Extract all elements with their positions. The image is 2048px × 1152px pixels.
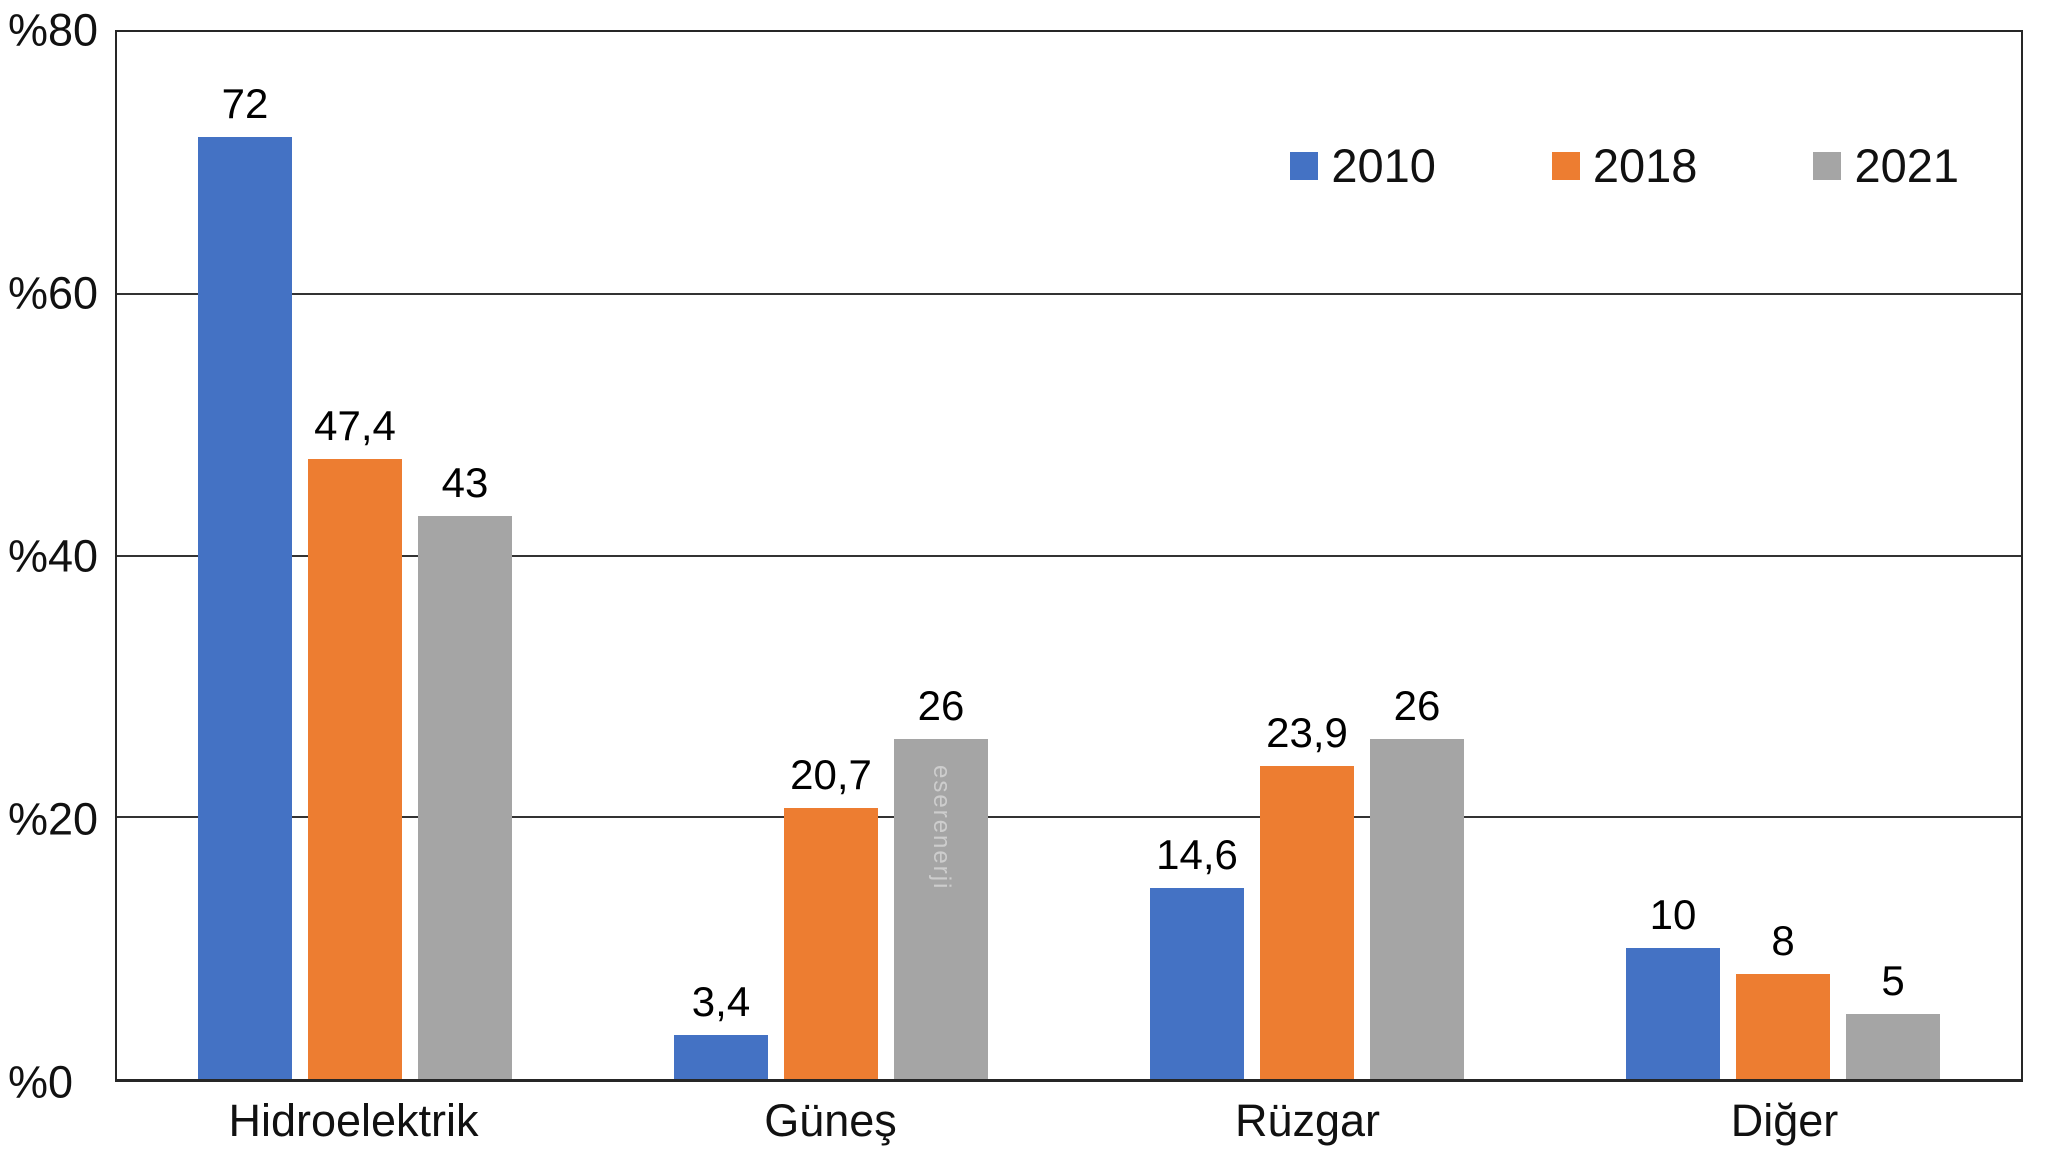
legend-swatch-icon	[1813, 151, 1842, 180]
bar-group-gunes: 3,4 20,7 26 eserenerji	[593, 32, 1069, 1079]
bar-diger-2021: 5	[1846, 959, 1940, 1079]
bar-group-ruzgar: 14,6 23,9 26	[1069, 32, 1545, 1079]
y-tick-label: %20	[8, 793, 99, 845]
bar-value-label: 14,6	[1156, 830, 1238, 878]
x-axis: Hidroelektrik Güneş Rüzgar Diğer	[115, 1096, 2023, 1146]
y-tick-label: %80	[8, 4, 99, 56]
legend-label: 2010	[1331, 139, 1436, 192]
bar-diger-2018: 8	[1736, 920, 1830, 1079]
category-label-ruzgar: Rüzgar	[1234, 1095, 1381, 1146]
y-tick-label: %60	[8, 267, 99, 319]
bar-group-hidroelektrik: 72 47,4 43	[117, 32, 593, 1079]
bar-value-label: 47,4	[314, 401, 396, 449]
bar-value-label: 23,9	[1266, 709, 1348, 757]
legend-label: 2018	[1592, 139, 1698, 192]
bar-value-label: 5	[1881, 956, 1905, 1004]
watermark-text: eserenerji	[928, 764, 955, 891]
bar-value-label: 20,7	[790, 751, 872, 799]
legend-item-2018: 2018	[1551, 139, 1698, 192]
bar-diger-2010: 10	[1626, 894, 1720, 1079]
bar-gunes-2018: 20,7	[784, 754, 878, 1079]
category-label-gunes: Güneş	[764, 1095, 897, 1146]
bar-gunes-2010: 3,4	[674, 980, 768, 1079]
y-axis: %80 %60 %40 %20 %0	[0, 8, 110, 1105]
bar-ruzgar-2018: 23,9	[1260, 712, 1354, 1079]
bar-hidroelektrik-2021: 43	[418, 462, 512, 1079]
bar-value-label: 3,4	[691, 977, 751, 1025]
bar-value-label: 72	[221, 79, 269, 127]
gridline	[117, 292, 2021, 295]
y-tick-label: %0	[8, 1056, 74, 1108]
legend: 2010 2018 2021	[1290, 142, 1959, 189]
bar-groups: 72 47,4 43 3,4 20,7 26 eserenerji 14,6 23,9 26 10 8…	[117, 32, 2021, 1079]
legend-item-2010: 2010	[1290, 142, 1436, 189]
legend-swatch-icon	[1290, 151, 1319, 180]
gridline	[117, 554, 2021, 557]
category-label-hidroelektrik: Hidroelektrik	[228, 1095, 479, 1146]
bar-ruzgar-2010: 14,6	[1150, 833, 1244, 1079]
legend-swatch-icon	[1551, 151, 1580, 180]
bar-group-diger: 10 8 5	[1545, 32, 2021, 1079]
bar-value-label: 26	[917, 681, 965, 729]
bar-value-label: 43	[441, 459, 489, 507]
legend-label: 2021	[1854, 139, 1959, 192]
legend-item-2021: 2021	[1813, 142, 1959, 189]
y-tick-label: %40	[8, 530, 99, 582]
bar-ruzgar-2021: 26	[1370, 684, 1464, 1079]
category-label-diger: Diğer	[1730, 1095, 1839, 1146]
gridline	[117, 816, 2021, 819]
bar-hidroelektrik-2018: 47,4	[308, 404, 402, 1079]
bar-gunes-2021: 26 eserenerji	[894, 684, 988, 1079]
bar-value-label: 8	[1771, 917, 1795, 965]
bar-value-label: 26	[1393, 681, 1441, 729]
bar-value-label: 10	[1649, 891, 1697, 939]
bar-hidroelektrik-2010: 72	[198, 82, 292, 1079]
plot-area: 2010 2018 2021 72 47,4 43 3,4 20,7 26 eserenerji…	[115, 30, 2023, 1082]
